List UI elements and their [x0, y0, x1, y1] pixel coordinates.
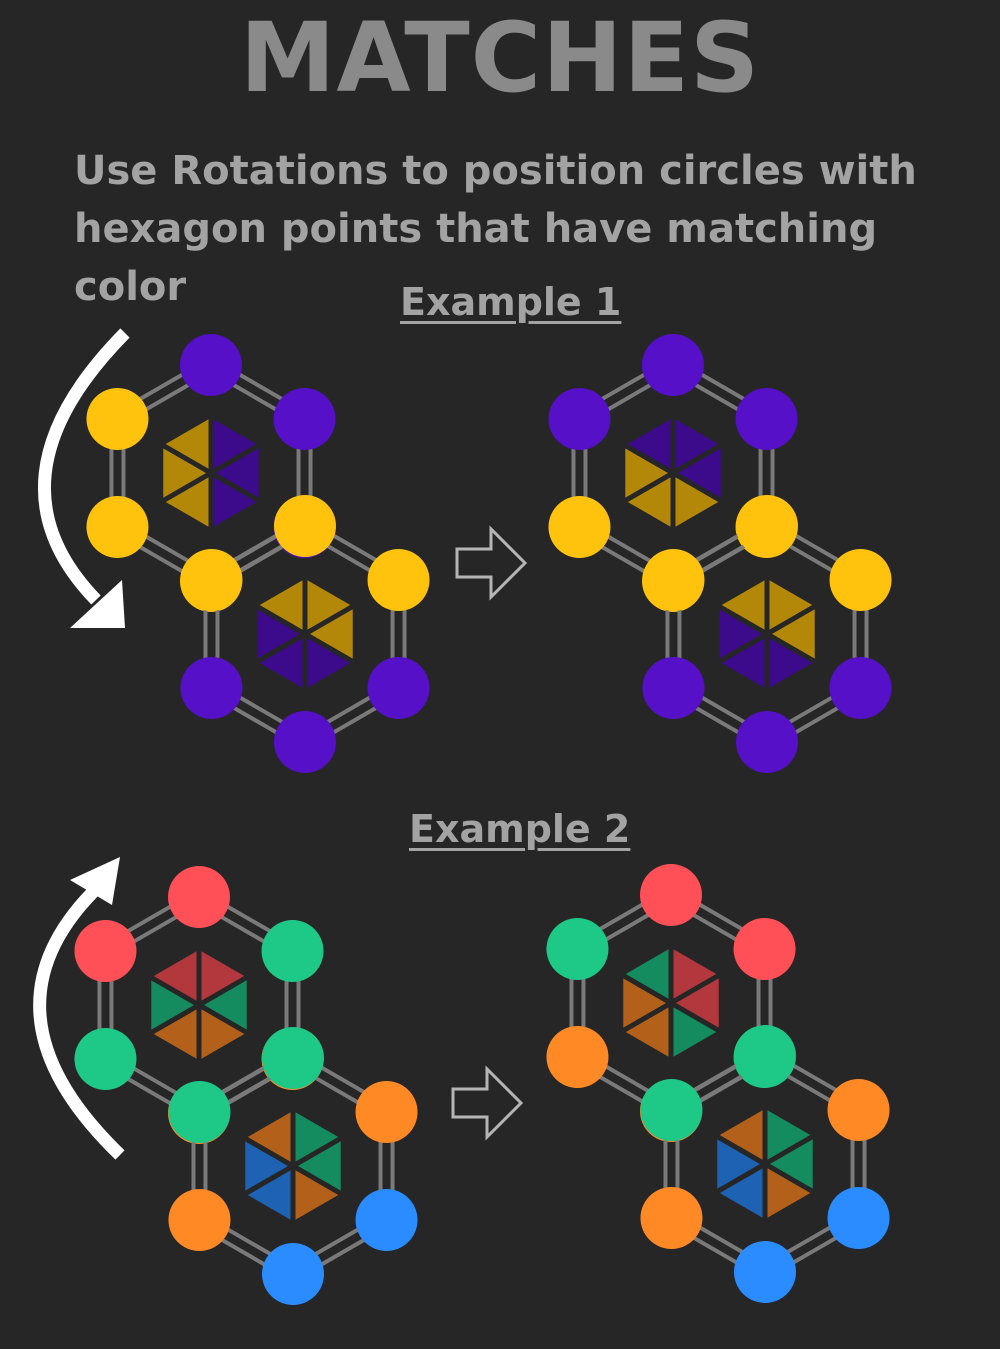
wedge-orange	[240, 1105, 296, 1169]
hex-b	[640, 1025, 890, 1303]
circle-node-purple	[180, 334, 242, 396]
curved-arrow-shaft	[33, 880, 125, 1160]
circle-node-orange	[546, 1026, 609, 1088]
inner-wedge-hexagon	[712, 1103, 818, 1225]
circle-node-purple	[273, 388, 336, 450]
example-2-label: Example 2	[409, 807, 631, 851]
inner-wedge-hexagon	[240, 1105, 346, 1227]
vertex-circles	[640, 1025, 890, 1303]
hex-b	[642, 495, 892, 773]
example-1-before-board	[86, 334, 430, 773]
curved-arrow-shaft	[38, 328, 130, 605]
instruction-text: Use Rotations to position circles with h…	[74, 142, 974, 316]
circle-node-green	[74, 1028, 137, 1090]
circle-node-yellow	[367, 549, 430, 611]
inner-wedge-hexagon	[146, 944, 252, 1066]
circle-node-yellow	[829, 549, 892, 611]
circle-node-purple	[642, 657, 705, 719]
inner-wedge-hexagon	[618, 942, 724, 1064]
wedge-purple	[620, 412, 676, 476]
circle-node-orange	[640, 1187, 703, 1249]
circle-node-green	[546, 918, 609, 980]
circle-node-purple	[642, 334, 704, 396]
page-title: MATCHES	[239, 2, 761, 114]
example-1-after-board	[548, 334, 892, 773]
circle-node-yellow	[736, 495, 798, 557]
outline-right-arrow-icon	[455, 525, 528, 601]
circle-node-green	[734, 1025, 796, 1087]
curved-arrow-down-icon	[38, 328, 130, 628]
vertex-circles	[180, 495, 430, 773]
circle-node-yellow	[86, 496, 149, 558]
inner-wedge-hexagon	[252, 573, 358, 695]
vertex-circles	[168, 1027, 418, 1305]
circle-node-green	[261, 920, 324, 982]
circle-node-blue	[734, 1241, 796, 1303]
vertex-circles	[642, 495, 892, 773]
circle-node-blue	[355, 1189, 418, 1251]
curved-arrow-head	[70, 857, 120, 905]
circle-node-orange	[355, 1081, 418, 1143]
circle-node-green	[640, 1079, 703, 1141]
circle-node-yellow	[548, 496, 611, 558]
circle-node-purple	[274, 711, 336, 773]
circle-node-yellow	[274, 495, 336, 557]
inner-wedge-hexagon	[620, 412, 726, 534]
circle-node-yellow	[180, 549, 243, 611]
inner-wedge-hexagon	[714, 573, 820, 695]
circle-node-red	[74, 920, 137, 982]
circle-node-purple	[180, 657, 243, 719]
circle-node-blue	[827, 1187, 890, 1249]
circle-node-purple	[735, 388, 798, 450]
wedge-orange	[712, 1103, 768, 1167]
wedge-yellow	[252, 573, 308, 637]
circle-node-yellow	[642, 549, 705, 611]
circle-node-purple	[548, 388, 611, 450]
example-2-before-board	[74, 866, 418, 1305]
outline-right-arrow-icon	[451, 1065, 524, 1141]
circle-node-green	[262, 1027, 324, 1089]
wedge-green	[618, 942, 674, 1006]
circle-node-red	[733, 918, 796, 980]
circle-node-red	[640, 864, 702, 926]
wedge-red	[146, 944, 202, 1008]
hex-b	[180, 495, 430, 773]
circle-node-green	[168, 1081, 231, 1143]
curved-arrow-head	[70, 580, 125, 628]
circle-node-orange	[168, 1189, 231, 1251]
circle-node-red	[168, 866, 230, 928]
hex-b	[168, 1027, 418, 1305]
example-1-label: Example 1	[400, 280, 622, 324]
circle-node-orange	[827, 1079, 890, 1141]
circle-node-purple	[736, 711, 798, 773]
circle-node-purple	[829, 657, 892, 719]
instruction-line-1: Use Rotations to position circles with	[74, 148, 917, 194]
example-2-after-board	[546, 864, 890, 1303]
curved-arrow-up-icon	[33, 857, 125, 1160]
circle-node-yellow	[86, 388, 149, 450]
wedge-yellow	[714, 573, 770, 637]
inner-wedge-hexagon	[158, 412, 264, 534]
circle-node-purple	[367, 657, 430, 719]
instruction-line-2: hexagon points that have matching color	[74, 206, 878, 310]
wedge-yellow	[158, 412, 214, 476]
circle-node-blue	[262, 1243, 324, 1305]
